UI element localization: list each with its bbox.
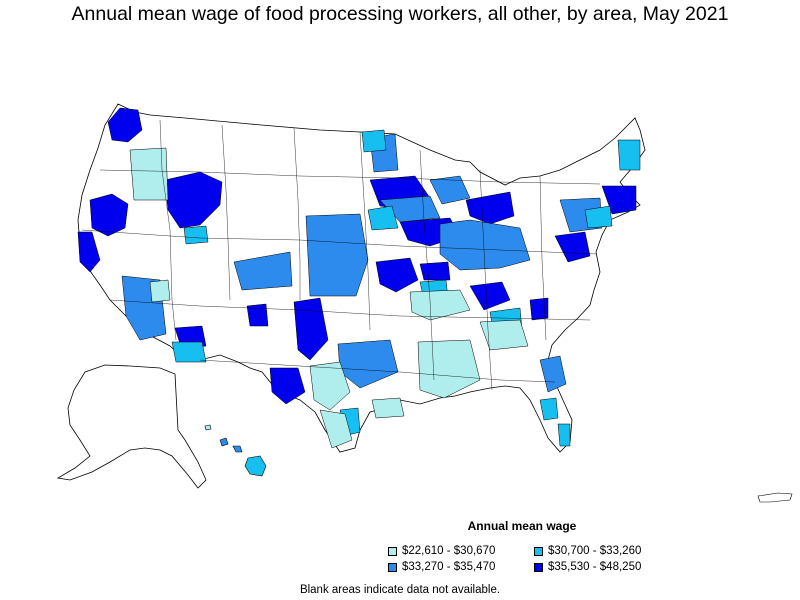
legend-swatch-band-4 xyxy=(534,562,543,572)
map-title: Annual mean wage of food processing work… xyxy=(71,3,729,25)
legend-item-band-4: $35,530 - $48,250 xyxy=(534,561,684,573)
alaska-outline xyxy=(56,364,207,489)
wage-band-4-areas xyxy=(77,107,637,405)
legend-label-band-4: $35,530 - $48,250 xyxy=(548,561,642,573)
legend-swatch-band-3 xyxy=(388,562,397,572)
puerto-rico-outline xyxy=(757,492,793,503)
legend-swatch-band-1 xyxy=(388,546,397,556)
wage-band-1-areas xyxy=(129,147,529,449)
legend-title: Annual mean wage xyxy=(467,519,577,533)
legend: $22,610 - $30,670 $30,700 - $33,260 $33,… xyxy=(388,545,688,573)
legend-item-band-3: $33,270 - $35,470 xyxy=(388,561,534,573)
hawaii-islands xyxy=(204,424,267,477)
legend-label-band-3: $33,270 - $35,470 xyxy=(402,561,496,573)
legend-label-band-2: $30,700 - $33,260 xyxy=(548,545,642,557)
legend-item-band-1: $22,610 - $30,670 xyxy=(388,545,534,557)
legend-item-band-2: $30,700 - $33,260 xyxy=(534,545,684,557)
legend-label-band-1: $22,610 - $30,670 xyxy=(402,545,496,557)
legend-swatch-band-2 xyxy=(534,546,543,556)
area-boundaries xyxy=(81,119,601,391)
footnote: Blank areas indicate data not available. xyxy=(299,584,501,596)
